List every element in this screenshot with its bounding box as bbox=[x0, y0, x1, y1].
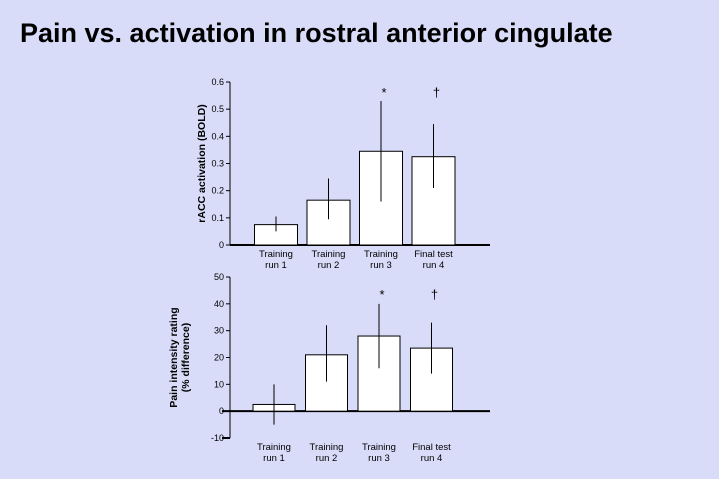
pain-category-label: Training bbox=[362, 442, 396, 453]
pain-category-label: Final test bbox=[412, 442, 451, 453]
racc-y-axis-label: rACC activation (BOLD) bbox=[196, 104, 208, 222]
racc-category-label: Training bbox=[259, 249, 293, 260]
pain-category-label: Training bbox=[257, 442, 291, 453]
pain-y-tick-label: 50 bbox=[214, 272, 224, 282]
pain-annotation: † bbox=[431, 287, 438, 302]
racc-category-label: Training bbox=[364, 249, 398, 260]
pain-category-label: run 3 bbox=[368, 453, 390, 464]
racc-category-label: run 2 bbox=[318, 260, 340, 271]
pain-y-tick-label: 30 bbox=[214, 326, 224, 336]
pain-category-label: run 1 bbox=[263, 453, 285, 464]
pain-y-tick-label: 20 bbox=[214, 353, 224, 363]
pain-category-label: Training bbox=[310, 442, 344, 453]
racc-category-label: run 4 bbox=[423, 260, 445, 271]
pain-y-tick-label: 40 bbox=[214, 299, 224, 309]
racc-category-label: run 1 bbox=[265, 260, 287, 271]
racc-y-tick-label: 0.6 bbox=[211, 77, 224, 87]
pain-category-label: run 4 bbox=[421, 453, 443, 464]
racc-y-tick-label: 0.5 bbox=[211, 104, 224, 114]
pain-y-tick-label: 0 bbox=[219, 406, 224, 416]
racc-y-tick-label: 0 bbox=[219, 240, 224, 250]
racc-y-tick-label: 0.1 bbox=[211, 213, 224, 223]
racc-annotation: * bbox=[381, 85, 386, 100]
racc-y-tick-label: 0.4 bbox=[211, 131, 224, 141]
pain-annotation: * bbox=[379, 287, 384, 302]
page-title: Pain vs. activation in rostral anterior … bbox=[20, 18, 613, 48]
pain-y-axis-label: Pain intensity rating bbox=[168, 307, 180, 407]
pain-y-tick-label: -10 bbox=[211, 433, 224, 443]
racc-annotation: † bbox=[433, 85, 440, 100]
pain-y-axis-label: (% difference) bbox=[180, 323, 192, 392]
racc-category-label: Training bbox=[312, 249, 346, 260]
racc-category-label: Final test bbox=[414, 249, 453, 260]
racc-bar-2 bbox=[306, 199, 351, 246]
racc-y-tick-label: 0.2 bbox=[211, 186, 224, 196]
pain-y-tick-label: 10 bbox=[214, 379, 224, 389]
racc-category-label: run 3 bbox=[370, 260, 392, 271]
pain-category-label: run 2 bbox=[316, 453, 338, 464]
racc-y-tick-label: 0.3 bbox=[211, 159, 224, 169]
